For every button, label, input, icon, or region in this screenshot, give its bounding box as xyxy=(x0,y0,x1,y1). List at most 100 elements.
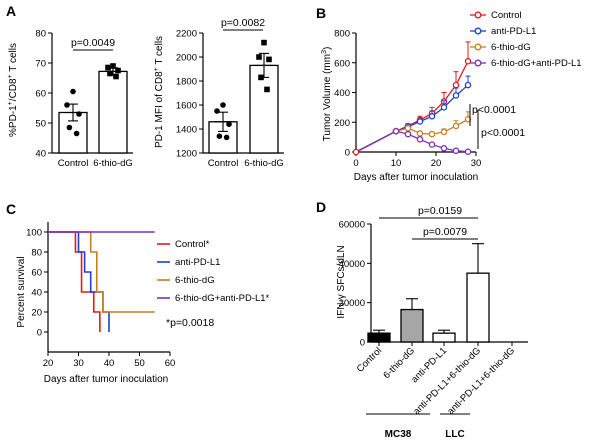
panel-b-chart: Tumor Volume (mm3) 0 200 400 600 800 0 10 20 30… xyxy=(321,10,582,183)
a2-data-point xyxy=(214,108,220,114)
b-legend-control: Control xyxy=(470,10,522,21)
b-x-axis-label: Days after tumor inoculation xyxy=(354,172,479,183)
b-data-point xyxy=(440,104,448,111)
b-y-tick-label: 600 xyxy=(334,58,350,69)
b-data-point xyxy=(452,122,460,130)
a1-data-point xyxy=(76,111,82,117)
c-legend-thio-label: 6-thio-dG xyxy=(175,275,215,286)
b-data-point xyxy=(464,116,472,123)
a1-y-tick-label: 80 xyxy=(35,29,46,40)
a1-data-point xyxy=(73,130,80,137)
c-survival-curve xyxy=(48,231,155,313)
b-x-tick-label: 10 xyxy=(391,158,402,169)
b-data-point xyxy=(464,58,472,65)
a1-x-tick-control: Control xyxy=(58,158,89,169)
b-data-point xyxy=(464,148,472,155)
c-y-tick-label: 0 xyxy=(37,328,42,339)
panel-label-b: B xyxy=(316,5,326,21)
c-legend: Control* anti-PD-L1 6-thio-dG 6-thio-dG+… xyxy=(157,239,270,304)
b-legend-combo: 6-thio-dG+anti-PD-L1 xyxy=(470,58,582,69)
d-y-tick-label: 60000 xyxy=(339,220,365,231)
b-data-point xyxy=(416,118,424,125)
b-legend-thio: 6-thio-dG xyxy=(470,42,531,53)
a2-data-point xyxy=(266,56,272,63)
d-p-value-1: p=0.0159 xyxy=(418,205,462,217)
b-data-point xyxy=(416,130,424,137)
c-y-tick-label: 20 xyxy=(31,308,42,319)
c-y-axis-label: Percent survival xyxy=(16,256,27,327)
c-legend-anti-pd-l1-label: anti-PD-L1 xyxy=(175,257,220,268)
b-x-tick-label: 30 xyxy=(471,158,482,169)
c-y-tick-label: 100 xyxy=(26,228,42,239)
d-y-tick-label: 0 xyxy=(360,338,365,349)
b-origin-point xyxy=(352,148,360,156)
b-data-point xyxy=(464,81,472,89)
a2-data-point xyxy=(226,121,232,127)
a1-y-tick-label: 70 xyxy=(35,59,46,70)
b-y-ticks: 0 200 400 600 800 xyxy=(334,29,356,159)
d-x-tick-label: Control xyxy=(355,345,384,374)
b-y-tick-label: 200 xyxy=(334,118,350,129)
a2-data-point xyxy=(256,54,262,60)
a1-bar xyxy=(98,70,128,154)
c-x-tick-label: 40 xyxy=(104,358,115,369)
c-x-axis-label: Days after tumor inoculation xyxy=(44,374,169,385)
d-y-tick-label: 20000 xyxy=(339,298,365,309)
a1-x-tick-thio: 6-thio-dG xyxy=(93,158,133,169)
panel-a2-chart: PD-1 MFI of CD8+ T cells 1200 1400 1600 180… xyxy=(153,17,284,169)
a1-p-value: p=0.0049 xyxy=(71,37,115,49)
b-data-point xyxy=(392,127,400,135)
a1-y-tick-label: 40 xyxy=(35,149,46,160)
b-series xyxy=(352,41,472,156)
a2-y-tick-label: 1400 xyxy=(176,125,197,136)
a2-y-tick-label: 1200 xyxy=(176,149,197,160)
c-x-tick-label: 30 xyxy=(73,358,84,369)
a1-data-point xyxy=(70,88,76,95)
c-x-tick-label: 60 xyxy=(165,358,176,369)
a1-data-point xyxy=(64,102,70,108)
b-data-point xyxy=(452,81,460,89)
a1-y-ticks: 40 50 60 70 80 xyxy=(35,29,52,160)
a1-data-point xyxy=(113,73,119,80)
a1-data-point xyxy=(115,67,121,74)
b-y-tick-label: 400 xyxy=(334,88,350,99)
d-bar xyxy=(466,272,490,343)
a2-x-tick-thio: 6-thio-dG xyxy=(244,158,284,169)
a2-data-point xyxy=(261,39,267,46)
d-y-axis-label: IFN-γ SFCs/dLN xyxy=(336,245,347,318)
a2-x-tick-control: Control xyxy=(208,158,239,169)
d-group-label-llc: LLC xyxy=(445,429,464,440)
c-p-value: *p=0.0018 xyxy=(166,317,214,329)
a1-data-point xyxy=(107,70,113,77)
b-data-point xyxy=(428,141,436,148)
d-bar xyxy=(400,308,424,343)
b-y-axis-label: Tumor Volume (mm3) xyxy=(321,47,333,142)
a1-bars xyxy=(58,63,128,154)
a2-bars xyxy=(208,39,279,154)
a2-y-axis-label: PD-1 MFI of CD8+ T cells xyxy=(153,36,165,148)
c-y-ticks: 0 20 40 60 80 100 xyxy=(26,228,48,339)
b-legend-combo-swatch-marker xyxy=(474,59,482,67)
c-y-tick-label: 40 xyxy=(31,288,42,299)
b-p-value-2: p<0.0001 xyxy=(481,127,525,139)
panel-d-chart: IFN-γ SFCs/dLN 0 20000 40000 60000 Control6… xyxy=(336,205,528,440)
a2-data-point xyxy=(220,102,226,108)
c-survival-curves xyxy=(48,231,155,332)
a2-y-tick-label: 2000 xyxy=(176,53,197,64)
a1-data-point xyxy=(66,124,73,131)
a2-data-point xyxy=(216,133,223,139)
d-bar xyxy=(432,332,456,343)
panel-label-d: D xyxy=(316,199,326,215)
a1-y-axis-label: %PD-1+/CD8+ T cells xyxy=(7,43,19,137)
a2-y-tick-label: 1600 xyxy=(176,101,197,112)
a1-data-point xyxy=(110,63,116,69)
a2-data-point xyxy=(264,86,270,93)
c-x-tick-label: 50 xyxy=(134,358,145,369)
b-data-point xyxy=(428,130,436,138)
b-data-point xyxy=(452,92,460,99)
d-group-label-mc38: MC38 xyxy=(385,429,412,440)
b-p-value-1: p<0.0001 xyxy=(472,104,516,116)
d-bar xyxy=(367,332,391,343)
c-legend-control-label: Control* xyxy=(175,239,210,250)
